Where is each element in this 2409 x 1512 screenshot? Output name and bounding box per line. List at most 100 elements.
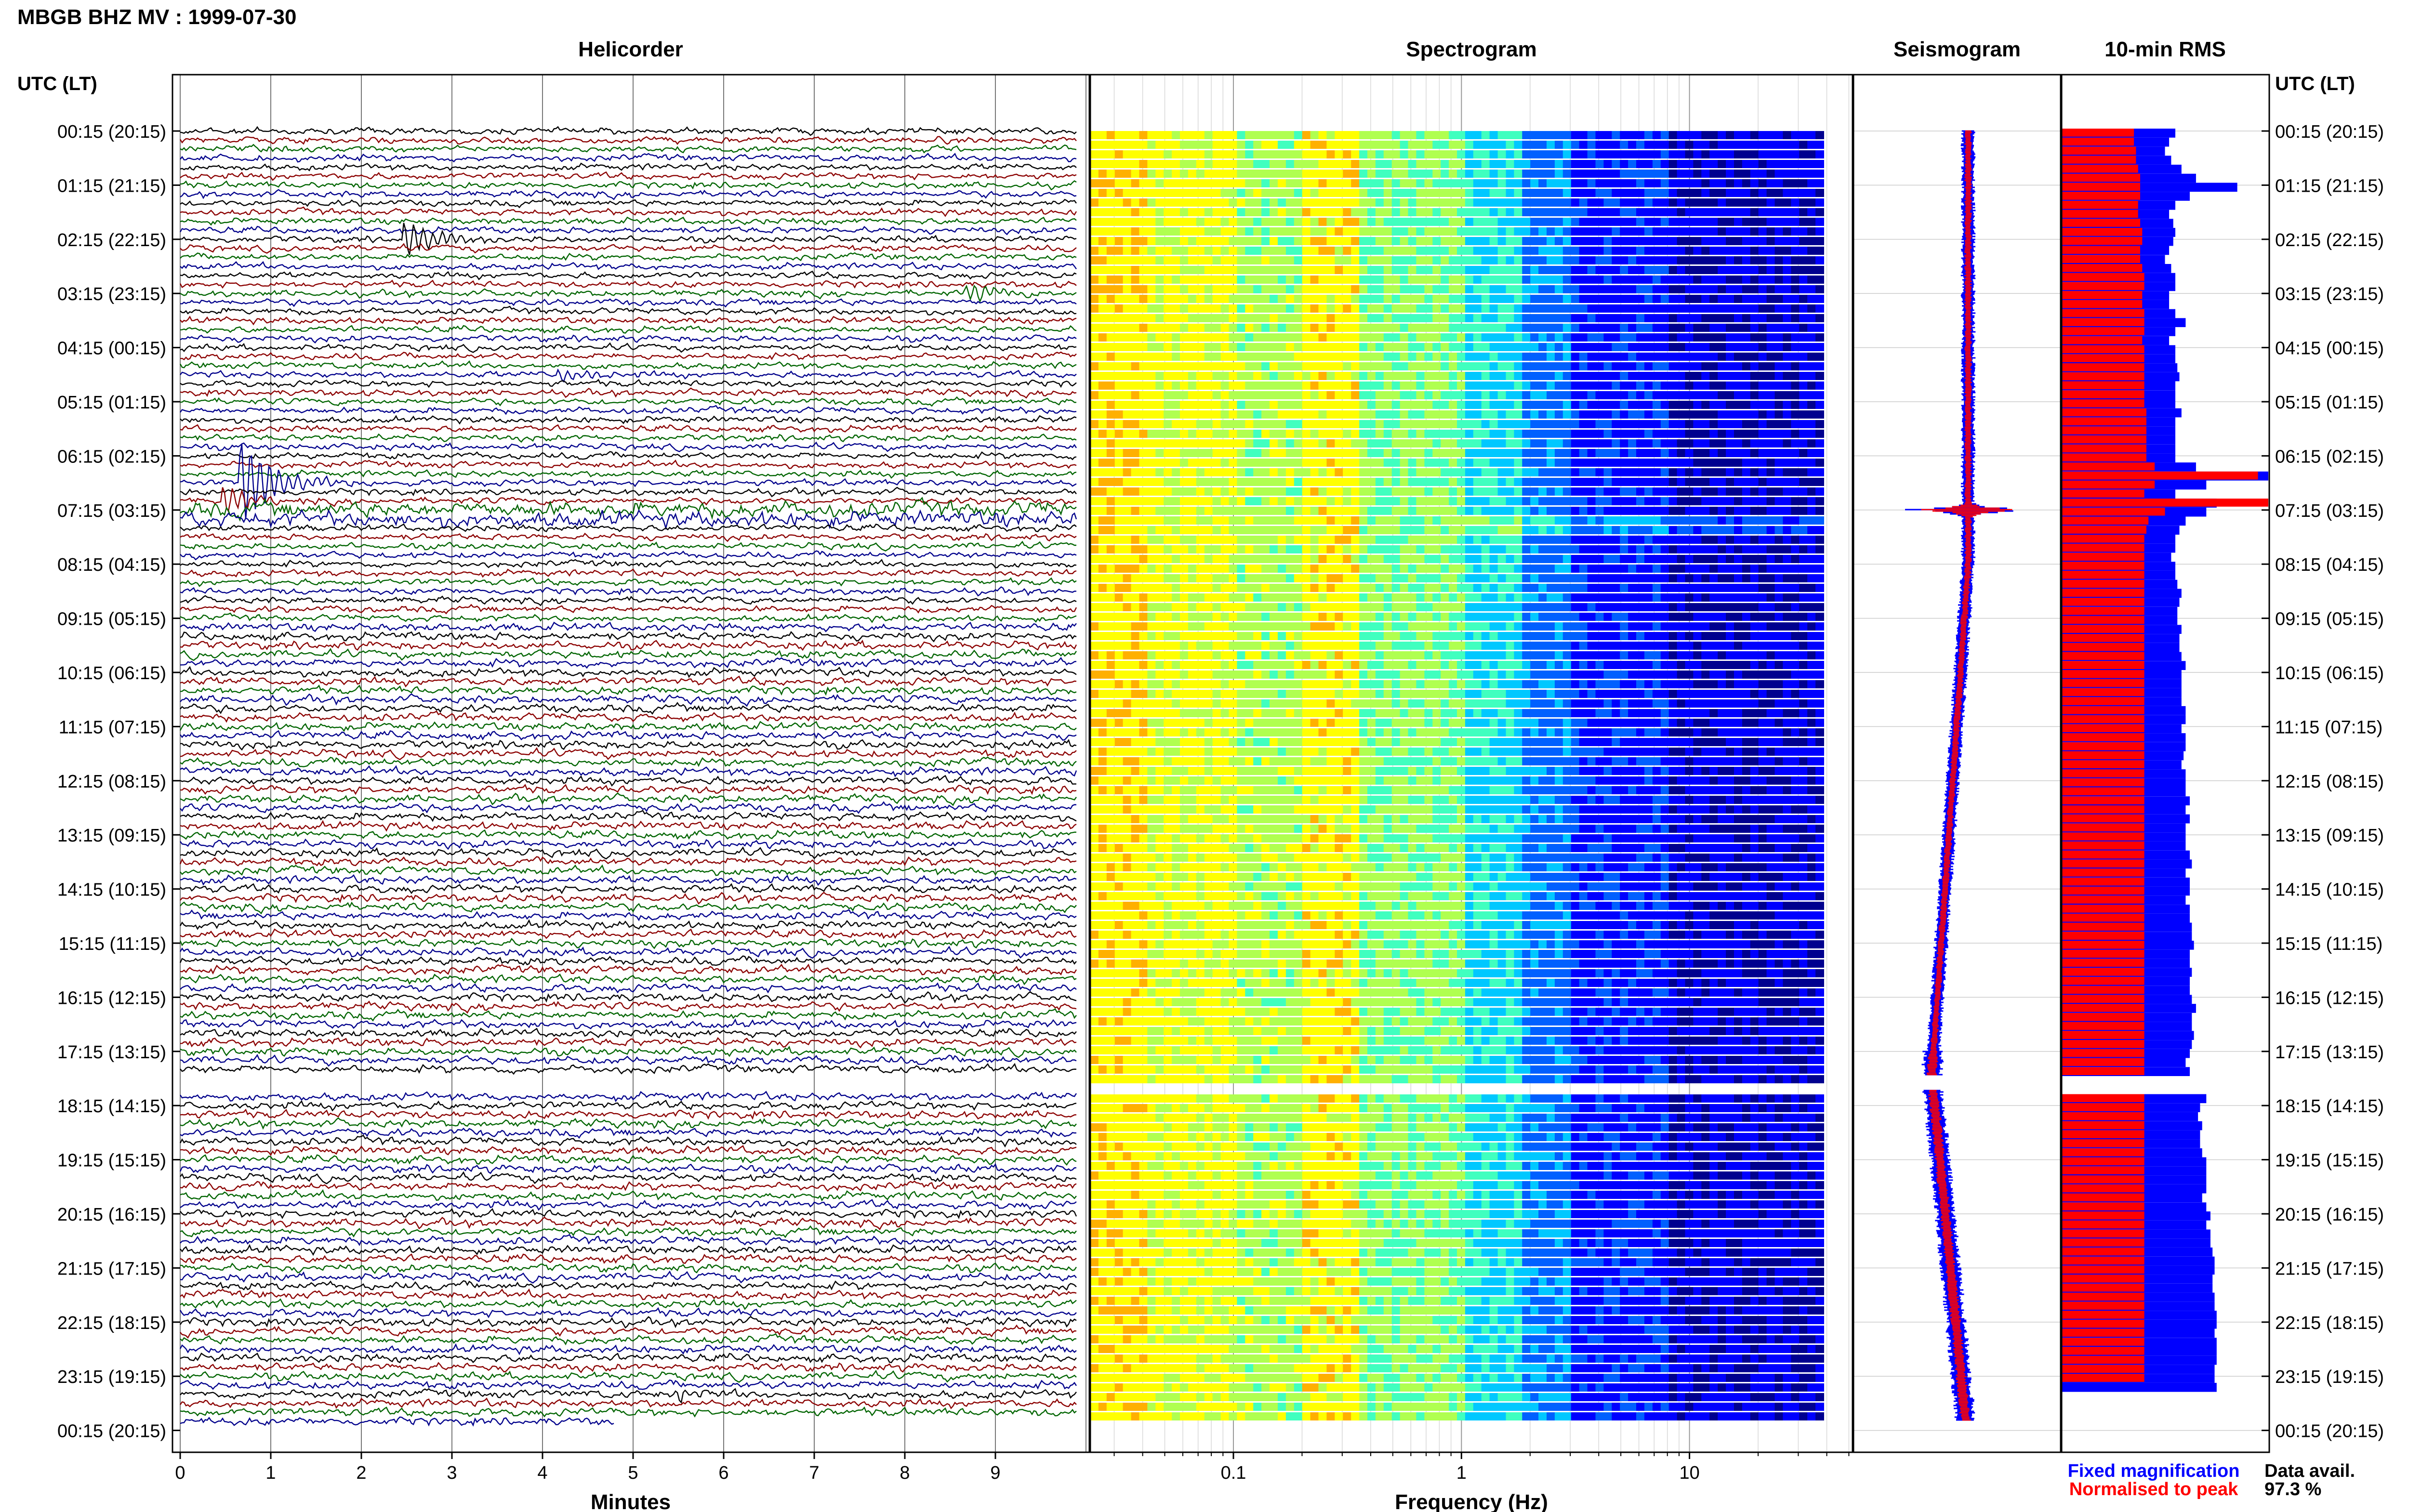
- spectrogram-cell: [1335, 468, 1344, 476]
- spectrogram-cell: [1432, 622, 1442, 631]
- spectrogram-cell: [1359, 603, 1368, 611]
- spectrogram-cell: [1285, 218, 1295, 226]
- spectrogram-cell: [1424, 516, 1433, 525]
- spectrogram-cell: [1538, 410, 1547, 419]
- spectrogram-cell: [1799, 401, 1808, 409]
- spectrogram-cell: [1229, 449, 1238, 457]
- spectrogram-cell: [1285, 584, 1295, 592]
- spectrogram-cell: [1587, 353, 1596, 361]
- spectrogram-cell: [1123, 516, 1132, 525]
- spectrogram-cell: [1750, 189, 1759, 197]
- spectrogram-cell: [1481, 198, 1490, 207]
- spectrogram-cell: [1318, 497, 1327, 505]
- spectrogram-cell: [1652, 324, 1661, 332]
- spectrogram-cell: [1726, 391, 1734, 399]
- spectrogram-cell: [1310, 343, 1319, 351]
- spectrogram-cell: [1677, 555, 1686, 563]
- spectrogram-cell: [1660, 401, 1669, 409]
- spectrogram-cell: [1799, 256, 1808, 264]
- spectrogram-cell: [1424, 314, 1433, 322]
- spectrogram-cell: [1318, 362, 1327, 370]
- spectrogram-cell: [1204, 574, 1213, 582]
- spectrogram-cell: [1343, 353, 1352, 361]
- spectrogram-cell: [1758, 333, 1767, 342]
- spectrogram-cell: [1335, 401, 1344, 409]
- spectrogram-cell: [1571, 487, 1580, 496]
- spectrogram-cell: [1285, 497, 1295, 505]
- spectrogram-cell: [1742, 208, 1751, 216]
- spectrogram-cell: [1587, 430, 1596, 438]
- spectrogram-cell: [1400, 266, 1409, 274]
- spectrogram-cell: [1351, 189, 1360, 197]
- spectrogram-cell: [1270, 362, 1278, 370]
- spectrogram-cell: [1212, 314, 1221, 322]
- spectrogram-cell: [1660, 179, 1669, 187]
- spectrogram-cell: [1196, 565, 1205, 573]
- spectrogram-cell: [1522, 381, 1531, 390]
- spectrogram-cell: [1147, 179, 1156, 187]
- spectrogram-cell: [1636, 565, 1645, 573]
- spectrogram-cell: [1587, 632, 1596, 640]
- spectrogram-cell: [1685, 131, 1694, 139]
- spectrogram-cell: [1090, 276, 1099, 284]
- spectrogram-cell: [1506, 343, 1515, 351]
- spectrogram-cell: [1212, 430, 1221, 438]
- spectrogram-cell: [1343, 430, 1352, 438]
- spectrogram-cell: [1709, 333, 1719, 342]
- spectrogram-cell: [1481, 487, 1490, 496]
- spectrogram-cell: [1367, 141, 1376, 149]
- spectrogram-cell: [1270, 555, 1278, 563]
- spectrogram-cell: [1212, 459, 1221, 467]
- spectrogram-cell: [1612, 613, 1621, 621]
- spectrogram-cell: [1726, 333, 1734, 342]
- spectrogram-cell: [1620, 362, 1629, 370]
- spectrogram-cell: [1497, 372, 1507, 380]
- spectrogram-cell: [1196, 507, 1205, 515]
- spectrogram-cell: [1628, 401, 1637, 409]
- spectrogram-cell: [1164, 381, 1173, 390]
- spectrogram-cell: [1114, 208, 1124, 216]
- spectrogram-cell: [1196, 170, 1205, 178]
- spectrogram-cell: [1155, 285, 1165, 293]
- spectrogram-cell: [1367, 208, 1376, 216]
- spectrogram-cell: [1335, 170, 1344, 178]
- spectrogram-cell: [1383, 555, 1392, 563]
- spectrogram-cell: [1278, 391, 1286, 399]
- helicorder-trace: [180, 523, 1077, 532]
- spectrogram-cell: [1807, 410, 1816, 419]
- spectrogram-cell: [1172, 295, 1180, 303]
- spectrogram-cell: [1343, 574, 1352, 582]
- spectrogram-cell: [1783, 343, 1792, 351]
- spectrogram-cell: [1408, 343, 1417, 351]
- spectrogram-cell: [1554, 555, 1563, 563]
- spectrogram-cell: [1660, 372, 1669, 380]
- spectrogram-cell: [1270, 314, 1278, 322]
- spectrogram-cell: [1270, 237, 1278, 245]
- spectrogram-cell: [1098, 391, 1107, 399]
- spectrogram-cell: [1326, 295, 1336, 303]
- spectrogram-cell: [1237, 632, 1246, 640]
- spectrogram-cell: [1416, 237, 1425, 245]
- spectrogram-cell: [1644, 593, 1653, 602]
- spectrogram-cell: [1766, 574, 1775, 582]
- spectrogram-cell: [1620, 459, 1629, 467]
- spectrogram-cell: [1123, 343, 1132, 351]
- spectrogram-cell: [1473, 150, 1482, 158]
- spectrogram-cell: [1261, 642, 1270, 650]
- spectrogram-cell: [1155, 227, 1165, 236]
- spectrogram-cell: [1774, 574, 1784, 582]
- spectrogram-cell: [1587, 256, 1596, 264]
- spectrogram-cell: [1766, 410, 1775, 419]
- spectrogram-cell: [1783, 603, 1792, 611]
- spectrogram-cell: [1164, 642, 1173, 650]
- spectrogram-cell: [1562, 247, 1572, 255]
- spectrogram-cell: [1253, 372, 1262, 380]
- spectrogram-cell: [1180, 160, 1189, 168]
- spectrogram-cell: [1530, 593, 1539, 602]
- spectrogram-cell: [1734, 141, 1743, 149]
- spectrogram-cell: [1090, 247, 1099, 255]
- spectrogram-cell: [1709, 584, 1719, 592]
- spectrogram-cell: [1375, 160, 1384, 168]
- spectrogram-cell: [1701, 478, 1710, 486]
- spectrogram-cell: [1196, 179, 1205, 187]
